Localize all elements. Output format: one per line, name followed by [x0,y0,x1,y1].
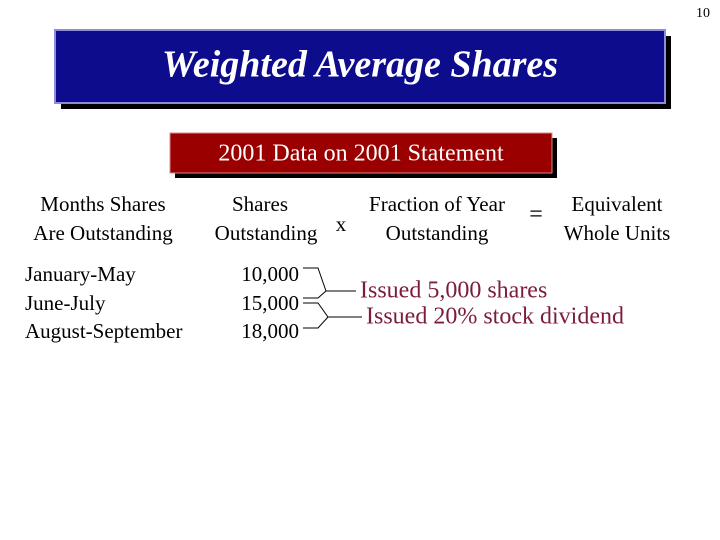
bracket [303,302,362,329]
bracket [303,267,356,299]
page-number: 10 [696,6,710,21]
annotation: Issued 5,000 shares [360,278,547,304]
subtitle: 2001 Data on 2001 Statement [218,141,504,167]
shares: 10,000 [241,262,299,286]
operator: = [529,202,543,228]
annotation: Issued 20% stock dividend [366,304,624,330]
header: Equivalent [572,192,663,216]
period: August-September [25,319,182,343]
header: Months Shares [40,192,165,216]
header: Outstanding [215,221,318,245]
title-box [54,29,666,104]
header: Outstanding [386,221,489,245]
title: Weighted Average Shares [162,44,558,86]
shares: 18,000 [241,319,299,343]
header: Are Outstanding [33,221,173,245]
period: June-July [25,291,106,315]
period: January-May [25,262,136,286]
subtitle-box [169,132,553,174]
header: Fraction of Year [369,192,505,216]
shares: 15,000 [241,291,299,315]
header: Whole Units [564,221,671,245]
operator: x [336,212,347,236]
header: Shares [232,192,288,216]
